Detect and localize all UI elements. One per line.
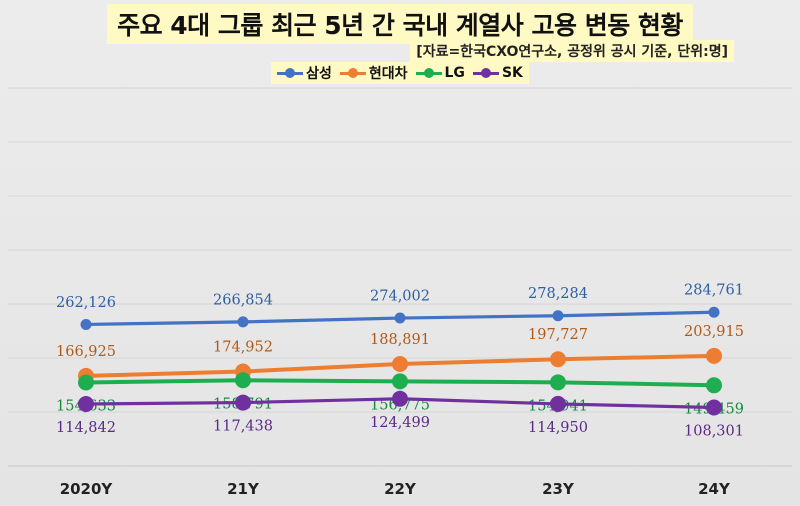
x-tick-label: 21Y bbox=[227, 480, 260, 498]
legend: 삼성 현대차 LG SK bbox=[0, 62, 800, 84]
data-label: 284,761 bbox=[684, 283, 744, 299]
data-label: 203,915 bbox=[684, 324, 744, 340]
legend-item-samsung: 삼성 bbox=[277, 63, 332, 83]
data-label: 262,126 bbox=[56, 295, 116, 311]
data-point bbox=[706, 399, 722, 416]
data-point bbox=[552, 310, 564, 322]
data-point bbox=[392, 355, 408, 372]
data-label: 197,727 bbox=[528, 327, 588, 343]
data-point bbox=[550, 374, 566, 391]
data-point bbox=[392, 373, 408, 390]
data-point bbox=[550, 395, 566, 412]
data-label: 114,950 bbox=[528, 420, 588, 436]
data-point bbox=[706, 347, 722, 364]
data-point bbox=[708, 306, 720, 318]
data-label: 117,438 bbox=[213, 419, 273, 435]
legend-label-sk: SK bbox=[501, 65, 523, 81]
chart-title-wrap: 주요 4대 그룹 최근 5년 간 국내 계열사 고용 변동 현황 bbox=[0, 4, 800, 44]
legend-label-hyundai: 현대차 bbox=[368, 66, 408, 82]
data-label: 114,842 bbox=[56, 420, 116, 436]
legend-item-lg: LG bbox=[415, 65, 465, 81]
data-label: 188,891 bbox=[370, 332, 430, 348]
legend-item-hyundai: 현대차 bbox=[339, 63, 408, 83]
legend-swatch-lg bbox=[415, 67, 442, 79]
x-tick-label: 22Y bbox=[384, 480, 417, 498]
chart-subtitle: [자료=한국CXO연구소, 공정위 공시 기준, 단위:명] bbox=[410, 40, 734, 62]
data-point bbox=[550, 351, 566, 368]
legend-swatch-hyundai bbox=[339, 67, 366, 79]
legend-label-samsung: 삼성 bbox=[306, 66, 332, 82]
legend-box: 삼성 현대차 LG SK bbox=[271, 62, 529, 84]
data-label: 266,854 bbox=[213, 292, 273, 308]
data-label: 108,301 bbox=[684, 424, 744, 440]
data-point bbox=[237, 316, 249, 328]
series-SK: 114,842 117,438 124,499 114,950 108,301 bbox=[56, 390, 744, 440]
legend-swatch-samsung bbox=[277, 67, 304, 79]
data-point bbox=[78, 374, 94, 391]
x-tick-label: 23Y bbox=[542, 480, 575, 498]
legend-item-sk: SK bbox=[472, 65, 523, 81]
chart-title: 주요 4대 그룹 최근 5년 간 국내 계열사 고용 변동 현황 bbox=[107, 4, 693, 44]
data-point bbox=[394, 312, 406, 324]
x-tick-label: 2020Y bbox=[60, 480, 114, 498]
data-label: 174,952 bbox=[213, 340, 273, 356]
x-tick-label: 24Y bbox=[698, 480, 731, 498]
data-point bbox=[392, 390, 408, 407]
data-label: 274,002 bbox=[370, 289, 430, 305]
data-point bbox=[235, 394, 251, 411]
series-삼성: 262,126 266,854 274,002 278,284 284,761 bbox=[56, 283, 744, 330]
data-label: 278,284 bbox=[528, 286, 588, 302]
data-point bbox=[78, 395, 94, 412]
legend-label-lg: LG bbox=[444, 65, 465, 81]
data-label: 166,925 bbox=[56, 344, 116, 360]
data-point bbox=[80, 318, 92, 330]
data-point bbox=[706, 377, 722, 394]
data-point bbox=[235, 372, 251, 389]
legend-swatch-sk bbox=[472, 67, 499, 79]
data-label: 124,499 bbox=[370, 415, 430, 431]
